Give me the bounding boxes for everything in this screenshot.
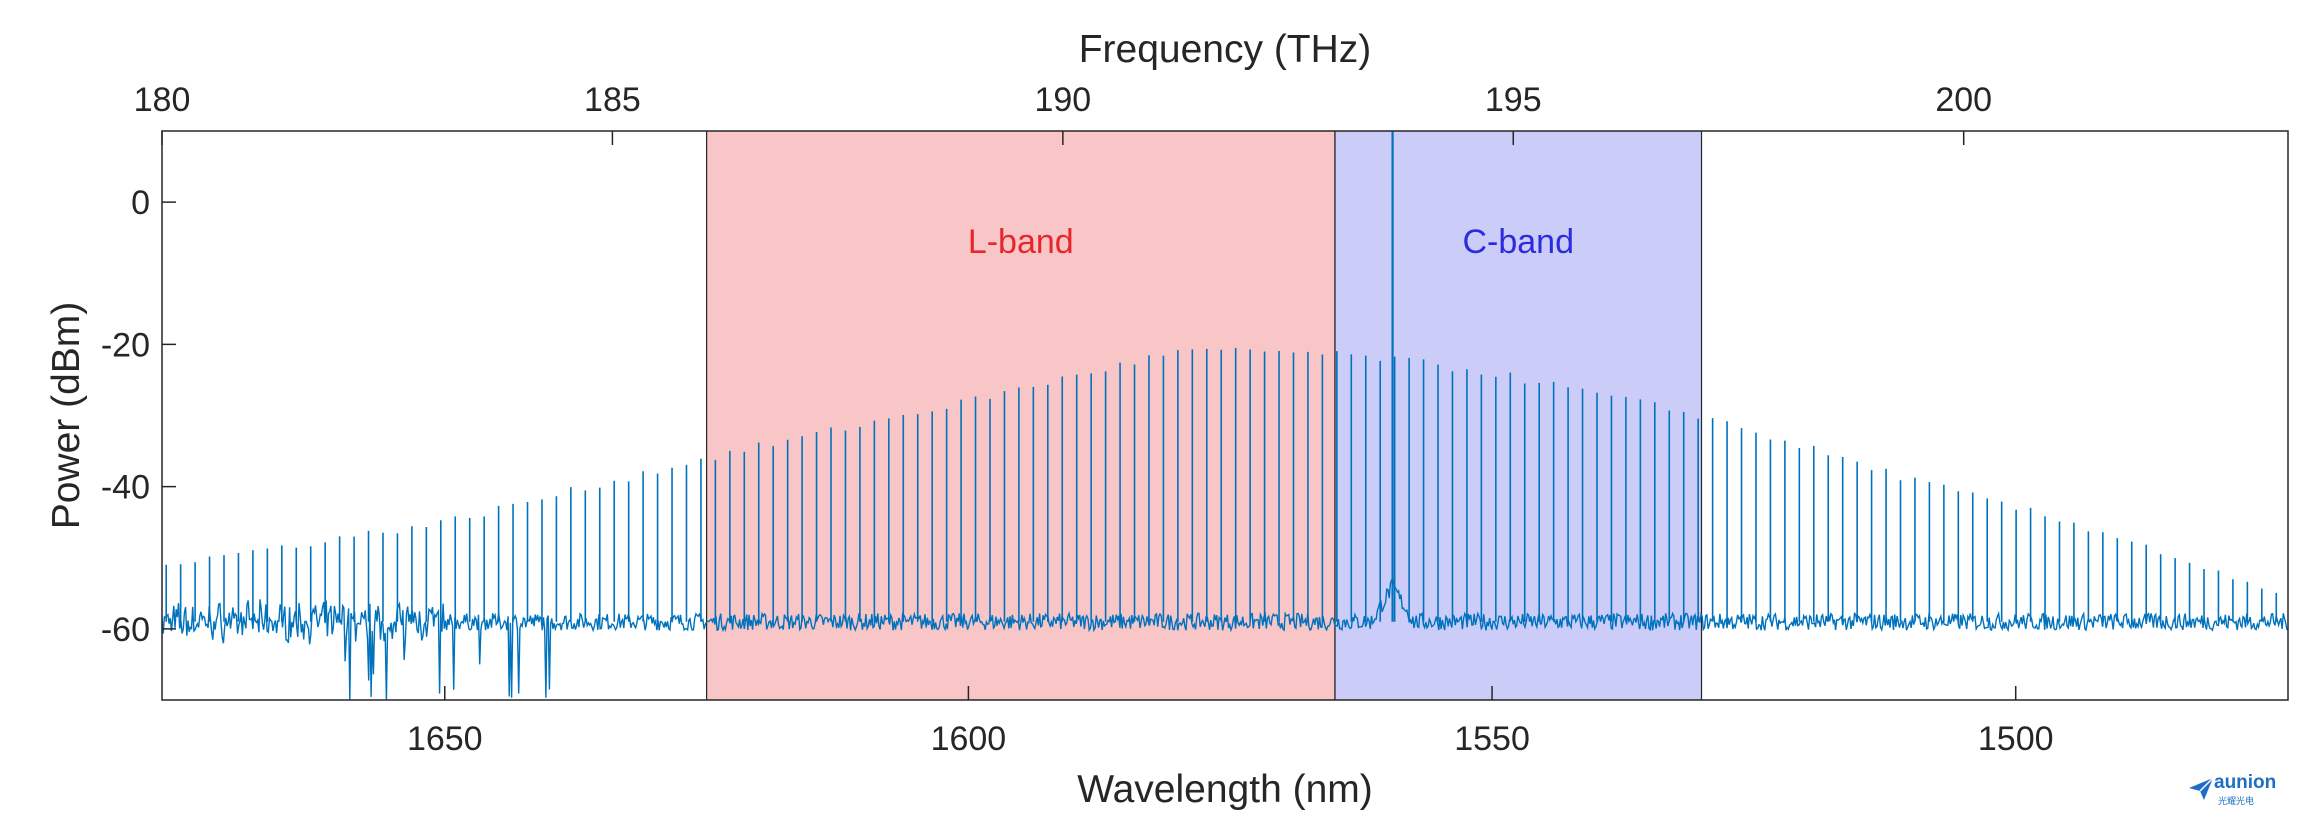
top-tick-label: 195 [1485, 81, 1542, 119]
axis-ticks: 1650 1600 1550 1500 180 185 190 195 200 0 -20 -40 -6… [101, 81, 2054, 758]
bottom-tick-label: 1500 [1978, 720, 2054, 758]
plot-frame [161, 130, 2289, 701]
y-tick-label: 0 [131, 184, 150, 222]
bottom-tick-label: 1600 [931, 720, 1007, 758]
band-region-l-band [706, 131, 1335, 700]
y-tick-label: -40 [101, 469, 150, 507]
band-label-c-band: C-band [1462, 223, 1574, 261]
aunion-logo: aunion 光耀光电 [2188, 772, 2284, 812]
logo-word: aunion [2214, 772, 2277, 793]
band-region-c-band [1334, 131, 1702, 700]
noise-floor-trace [161, 577, 2289, 701]
top-tick-label: 200 [1935, 81, 1992, 119]
band-labels: L-band C-band [968, 223, 1574, 261]
y-tick-label: -60 [101, 611, 150, 649]
spectrum-traces [161, 131, 2289, 701]
top-axis-title: Frequency (THz) [1079, 28, 1372, 71]
y-axis-title: Power (dBm) [45, 302, 88, 530]
paper-plane-icon [2189, 777, 2214, 800]
bottom-tick-label: 1550 [1454, 720, 1530, 758]
logo-subtitle: 光耀光电 [2218, 796, 2255, 806]
y-tick-label: -20 [101, 326, 150, 364]
bottom-tick-label: 1650 [407, 720, 483, 758]
top-tick-label: 180 [134, 81, 191, 119]
top-tick-label: 185 [584, 81, 641, 119]
x-axis-title: Wavelength (nm) [1077, 768, 1373, 811]
band-regions [705, 131, 1703, 700]
top-tick-label: 190 [1034, 81, 1091, 119]
band-label-l-band: L-band [968, 223, 1074, 261]
